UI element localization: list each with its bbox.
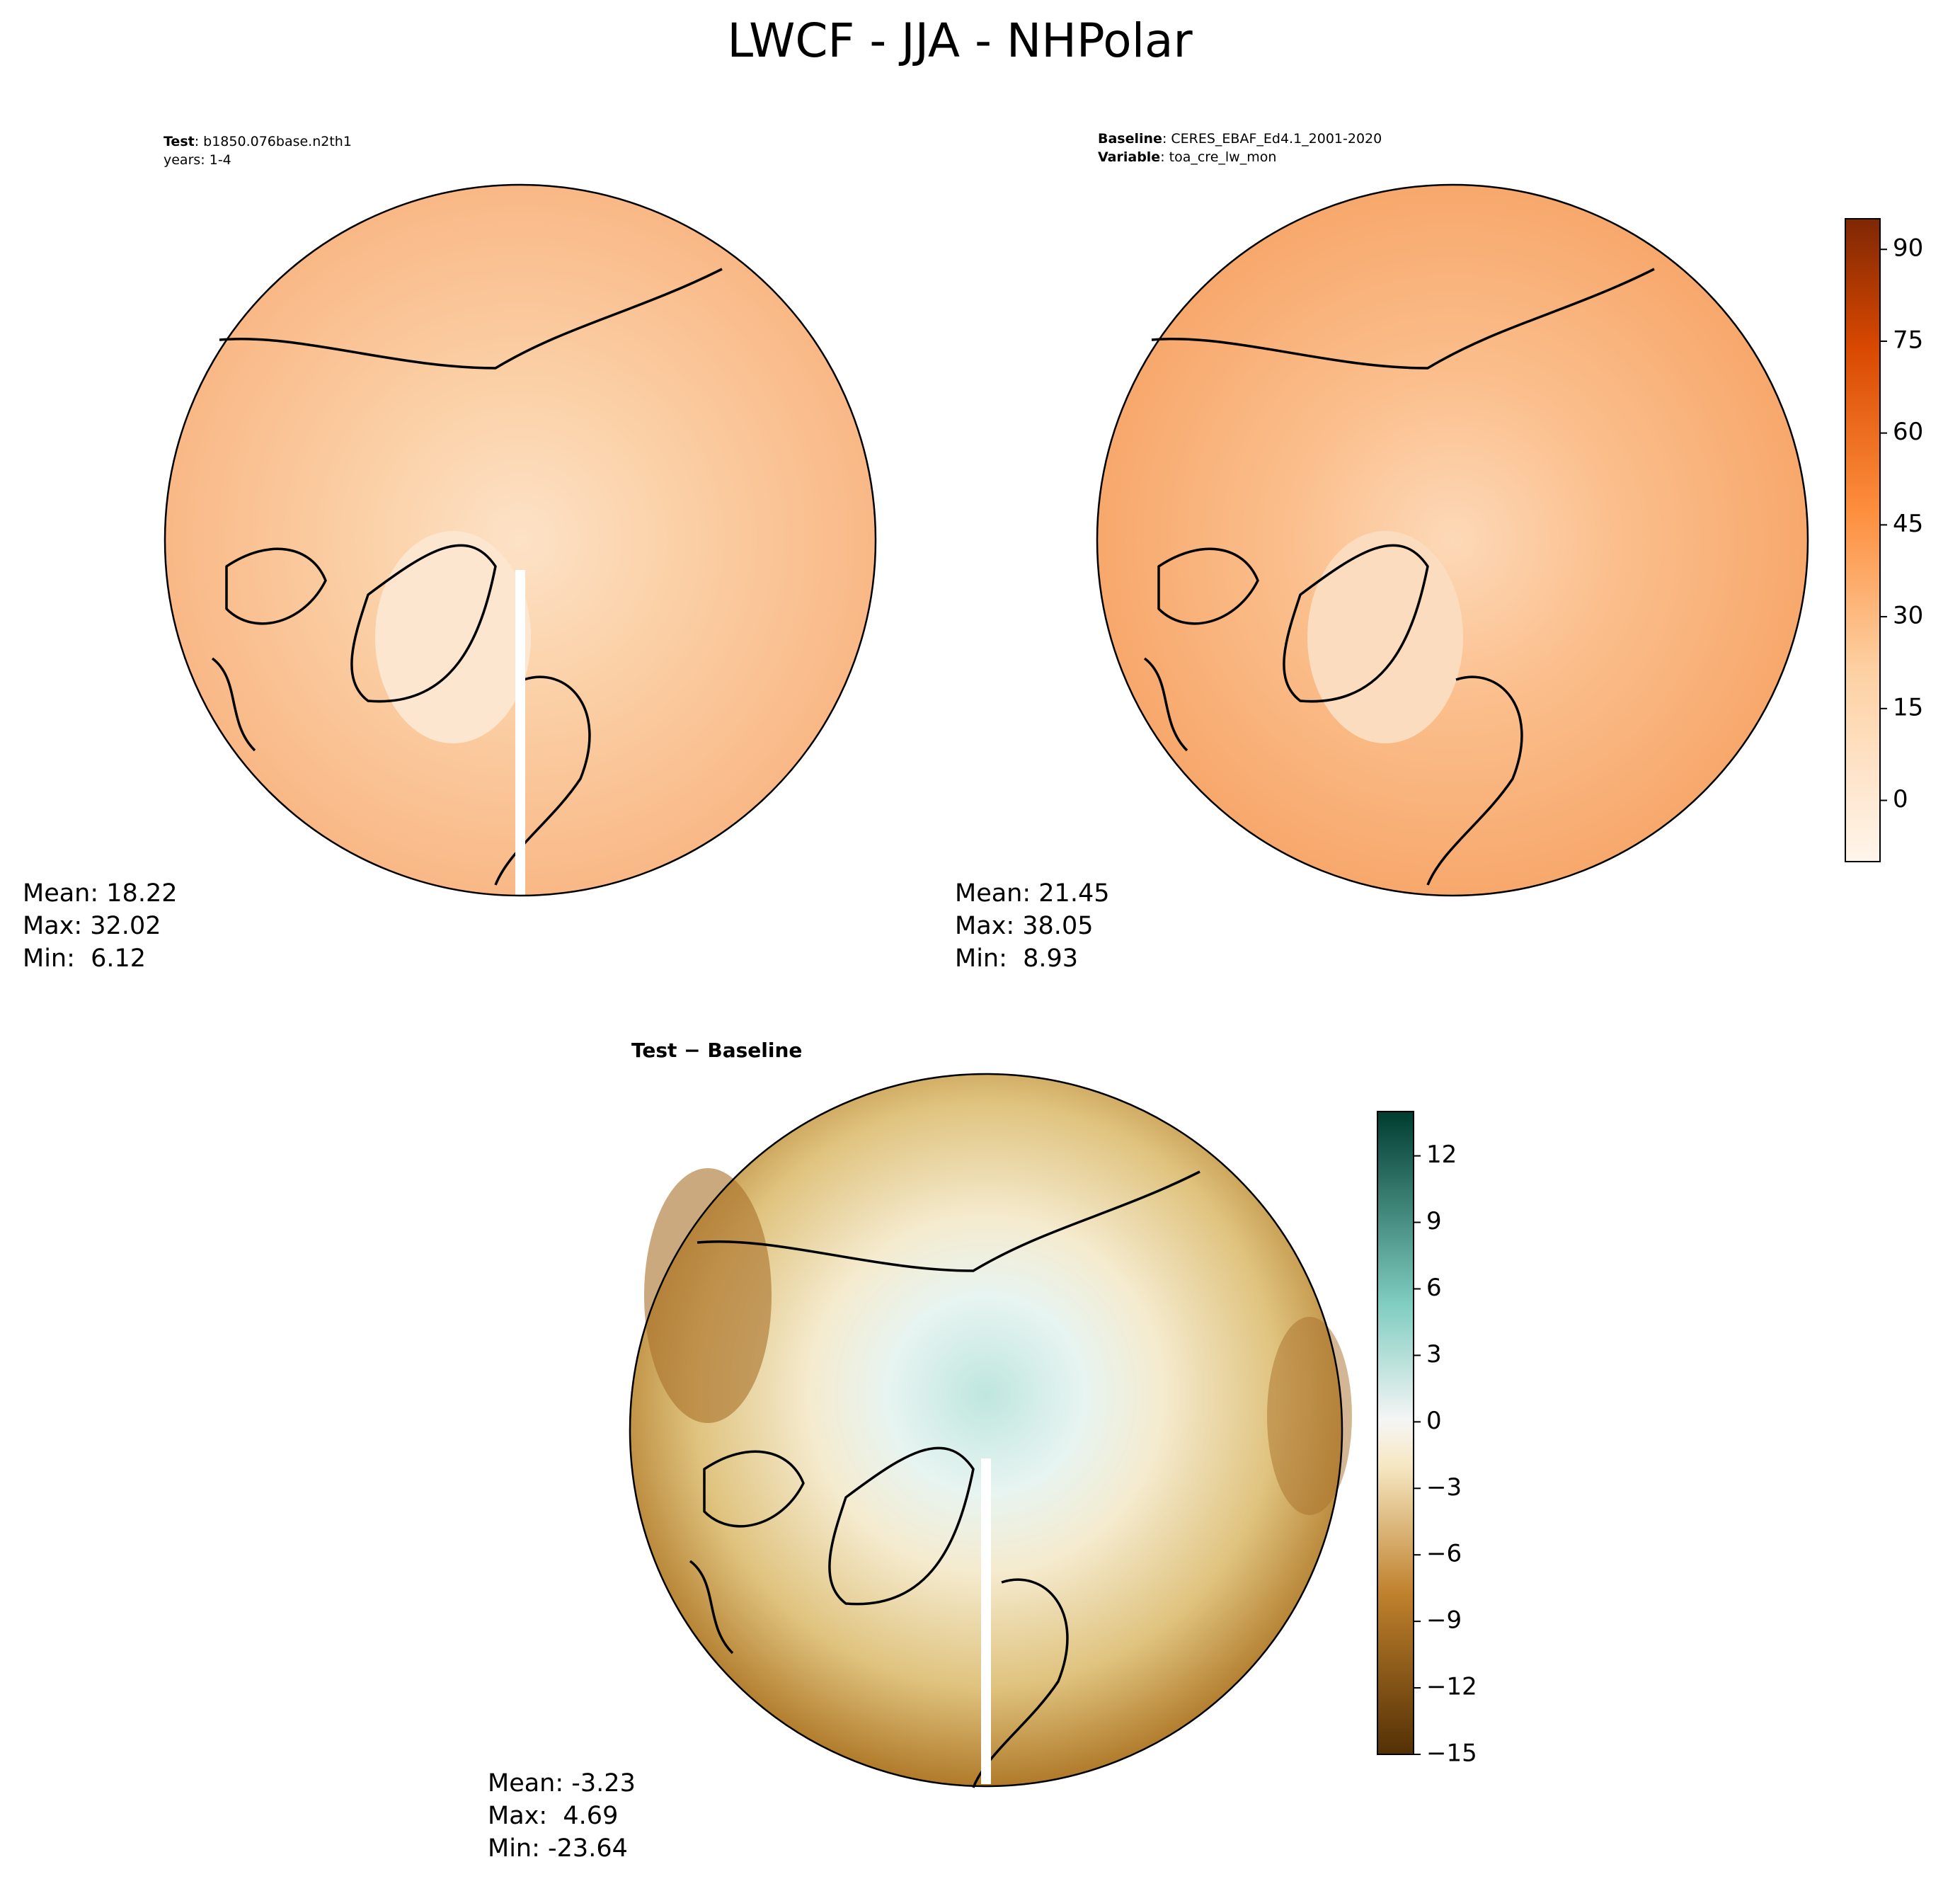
colorbar-tick-label: 45: [1893, 510, 1923, 538]
colorbar: [1377, 1111, 1414, 1755]
colorbar-tick-label: 75: [1893, 326, 1923, 354]
colorbar-tick-label: −15: [1426, 1739, 1477, 1768]
stat-line: Mean: 18.22: [23, 879, 177, 908]
coastline: [211, 268, 723, 886]
missing-data: [981, 1458, 991, 1784]
coastline: [689, 1170, 1200, 1788]
map-shade: [375, 531, 531, 743]
header-text: : toa_cre_lw_mon: [1160, 149, 1276, 165]
stat-line: Min: 6.12: [23, 944, 146, 973]
panel-header: Test: b1850.076base.n2th1: [164, 134, 352, 149]
colorbar-tick-label: −12: [1426, 1673, 1477, 1701]
colorbar-tick-label: 0: [1893, 785, 1908, 813]
stat-line: Max: 4.69: [488, 1802, 618, 1830]
header-label: Baseline: [1098, 131, 1162, 147]
colorbar-tick-label: 15: [1893, 693, 1923, 721]
stat-line: Mean: 21.45: [955, 879, 1109, 908]
colorbar-tick-label: 3: [1426, 1340, 1442, 1369]
missing-data: [515, 570, 525, 896]
colorbar-tick-label: −6: [1426, 1540, 1462, 1568]
stat-line: Min: -23.64: [488, 1834, 628, 1863]
panel-header: Test − Baseline: [631, 1039, 802, 1062]
header-label: Variable: [1098, 149, 1160, 165]
colorbar-tick-label: −9: [1426, 1606, 1462, 1635]
map-disc: [1097, 185, 1808, 896]
header-text: : b1850.076base.n2th1: [195, 134, 352, 149]
colorbar-tick-label: 0: [1426, 1407, 1442, 1435]
colorbar-tick-label: −3: [1426, 1473, 1462, 1502]
stat-line: Max: 32.02: [23, 912, 161, 940]
colorbar-tick-label: 12: [1426, 1141, 1457, 1169]
colorbar-tick-label: 60: [1893, 418, 1923, 446]
panel-header: Variable: toa_cre_lw_mon: [1098, 149, 1276, 165]
map-shade: [1307, 531, 1463, 743]
map-shade: [644, 1168, 772, 1423]
stat-line: Min: 8.93: [955, 944, 1078, 973]
panel-header: Baseline: CERES_EBAF_Ed4.1_2001-2020: [1098, 131, 1382, 147]
map-test: [164, 183, 877, 897]
colorbar-tick-label: 30: [1893, 602, 1923, 630]
map-border: [164, 183, 877, 897]
map-difference: [629, 1073, 1352, 1788]
colorbar-tick-label: 9: [1426, 1207, 1442, 1235]
map-border: [1096, 183, 1809, 897]
figure-title: LWCF - JJA - NHPolar: [727, 13, 1193, 68]
stat-line: Max: 38.05: [955, 912, 1093, 940]
map-baseline: [1096, 183, 1809, 897]
map-shade: [1267, 1317, 1352, 1515]
colorbar-tick-label: 6: [1426, 1274, 1442, 1302]
map-disc: [165, 185, 876, 896]
header-label: Test − Baseline: [631, 1039, 802, 1062]
header-text: years: 1-4: [164, 152, 231, 168]
header-text: : CERES_EBAF_Ed4.1_2001-2020: [1162, 131, 1382, 147]
coastline: [1143, 268, 1655, 886]
colorbar: [1845, 218, 1881, 862]
colorbar-tick-label: 90: [1893, 234, 1923, 263]
panel-header: years: 1-4: [164, 152, 231, 168]
header-label: Test: [164, 134, 195, 149]
map-border: [629, 1073, 1343, 1788]
stat-line: Mean: -3.23: [488, 1769, 636, 1798]
